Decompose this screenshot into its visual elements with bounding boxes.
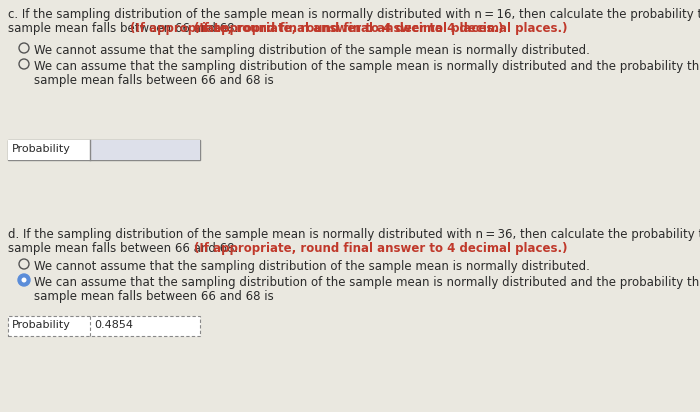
Text: sample mean falls between 66 and 68 is: sample mean falls between 66 and 68 is [34, 290, 274, 303]
Text: 0.4854: 0.4854 [94, 320, 133, 330]
Text: sample mean falls between 66 and 68.: sample mean falls between 66 and 68. [8, 22, 242, 35]
Text: We cannot assume that the sampling distribution of the sample mean is normally d: We cannot assume that the sampling distr… [34, 44, 590, 57]
Text: c. If the sampling distribution of the sample mean is normally distributed with : c. If the sampling distribution of the s… [8, 8, 700, 21]
Bar [90, 140, 200, 160]
Bar [8, 140, 90, 160]
Text: sample mean falls between 66 and 68 is: sample mean falls between 66 and 68 is [34, 74, 274, 87]
Text: sample mean falls between 66 and 68.: sample mean falls between 66 and 68. [8, 242, 242, 255]
Bar [8, 140, 200, 160]
Text: We cannot assume that the sampling distribution of the sample mean is normally d: We cannot assume that the sampling distr… [34, 260, 590, 273]
Text: (If appropriate, round final answer to 4 decimal places.): (If appropriate, round final answer to 4… [194, 22, 568, 35]
Text: (If appropriate, round final answer to 4 decimal places.): (If appropriate, round final answer to 4… [130, 22, 503, 35]
Text: We can assume that the sampling distribution of the sample mean is normally dist: We can assume that the sampling distribu… [34, 60, 700, 73]
Text: We can assume that the sampling distribution of the sample mean is normally dist: We can assume that the sampling distribu… [34, 276, 700, 289]
Bar [8, 316, 200, 336]
Text: Probability: Probability [12, 144, 71, 154]
Text: d. If the sampling distribution of the sample mean is normally distributed with : d. If the sampling distribution of the s… [8, 228, 700, 241]
Text: Probability: Probability [12, 320, 71, 330]
Circle shape [22, 278, 27, 283]
Circle shape [18, 274, 30, 286]
Text: (If appropriate, round final answer to 4 decimal places.): (If appropriate, round final answer to 4… [194, 242, 568, 255]
